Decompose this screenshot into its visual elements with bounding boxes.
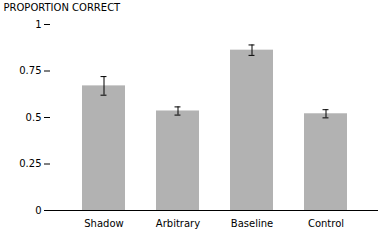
svg-text:Control: Control xyxy=(308,218,344,229)
svg-text:1: 1 xyxy=(35,19,41,30)
svg-text:0.75: 0.75 xyxy=(19,65,41,76)
svg-text:Arbitrary: Arbitrary xyxy=(156,218,200,229)
svg-text:Baseline: Baseline xyxy=(231,218,273,229)
svg-text:0.25: 0.25 xyxy=(19,158,41,169)
svg-text:Shadow: Shadow xyxy=(84,218,123,229)
svg-text:0: 0 xyxy=(35,205,41,216)
svg-text:0.5: 0.5 xyxy=(26,112,42,123)
svg-text:PROPORTION CORRECT: PROPORTION CORRECT xyxy=(4,2,122,13)
